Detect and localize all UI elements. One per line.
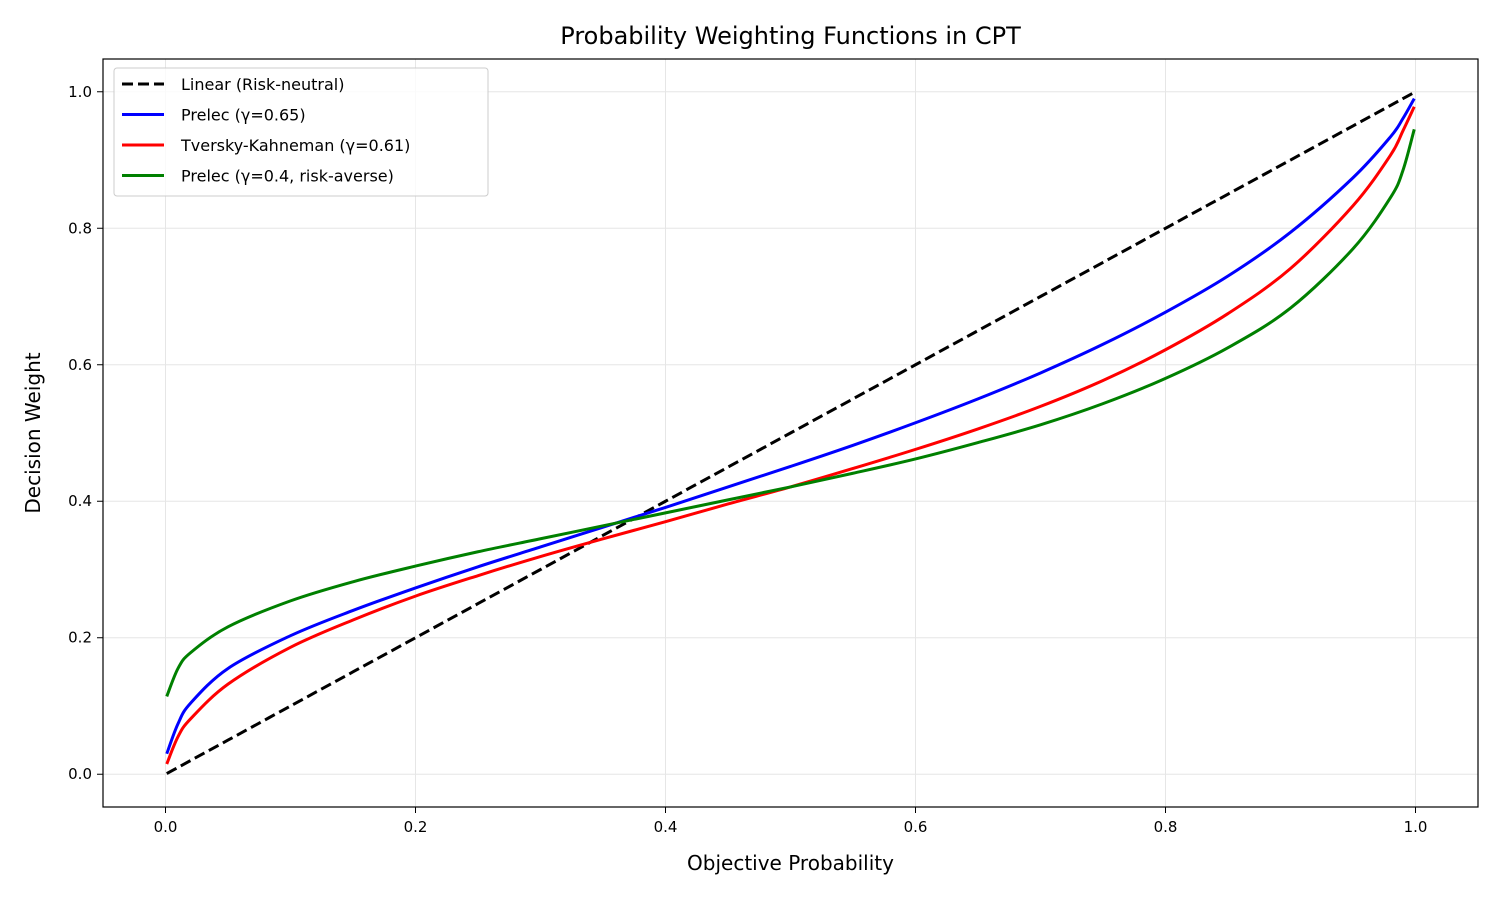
series-tversky-kahneman-061-line	[165, 106, 1416, 765]
y-tick-label: 1.0	[68, 83, 92, 101]
chart-title: Probability Weighting Functions in CPT	[560, 22, 1021, 50]
x-tick-label: 0.6	[904, 818, 928, 836]
tick-layer: 0.0 0.2 0.4 0.6 0.8 1.0 0.0 0.2 0.4 0.6 0.8 1.0	[68, 83, 1427, 836]
legend-label: Linear (Risk-neutral)	[181, 75, 344, 94]
x-axis-title: Objective Probability	[687, 851, 894, 875]
x-tick-label: 0.8	[1154, 818, 1178, 836]
y-axis-title: Decision Weight	[21, 352, 45, 513]
legend-label: Prelec (γ=0.65)	[181, 106, 306, 125]
y-tick-label: 0.8	[68, 219, 92, 237]
y-tick-label: 0.4	[68, 492, 92, 510]
legend-label: Prelec (γ=0.4, risk-averse)	[181, 167, 394, 186]
y-tick-label: 0.0	[68, 765, 92, 783]
x-tick-label: 0.2	[404, 818, 428, 836]
legend-box	[113, 67, 489, 197]
series-prelec-04-line	[165, 128, 1416, 697]
series-layer	[165, 91, 1416, 775]
series-linear-line	[166, 91, 1415, 775]
y-tick-label: 0.6	[68, 356, 92, 374]
x-tick-label: 0.4	[654, 818, 678, 836]
y-tick-label: 0.2	[68, 629, 92, 647]
x-tick-label: 0.0	[154, 818, 178, 836]
series-prelec-065-line	[165, 97, 1416, 755]
legend-label: Tversky-Kahneman (γ=0.61)	[180, 136, 410, 155]
plot-frame	[102, 58, 1479, 808]
x-tick-label: 1.0	[1404, 818, 1428, 836]
legend: Linear (Risk-neutral) Prelec (γ=0.65) Tver…	[113, 67, 489, 197]
